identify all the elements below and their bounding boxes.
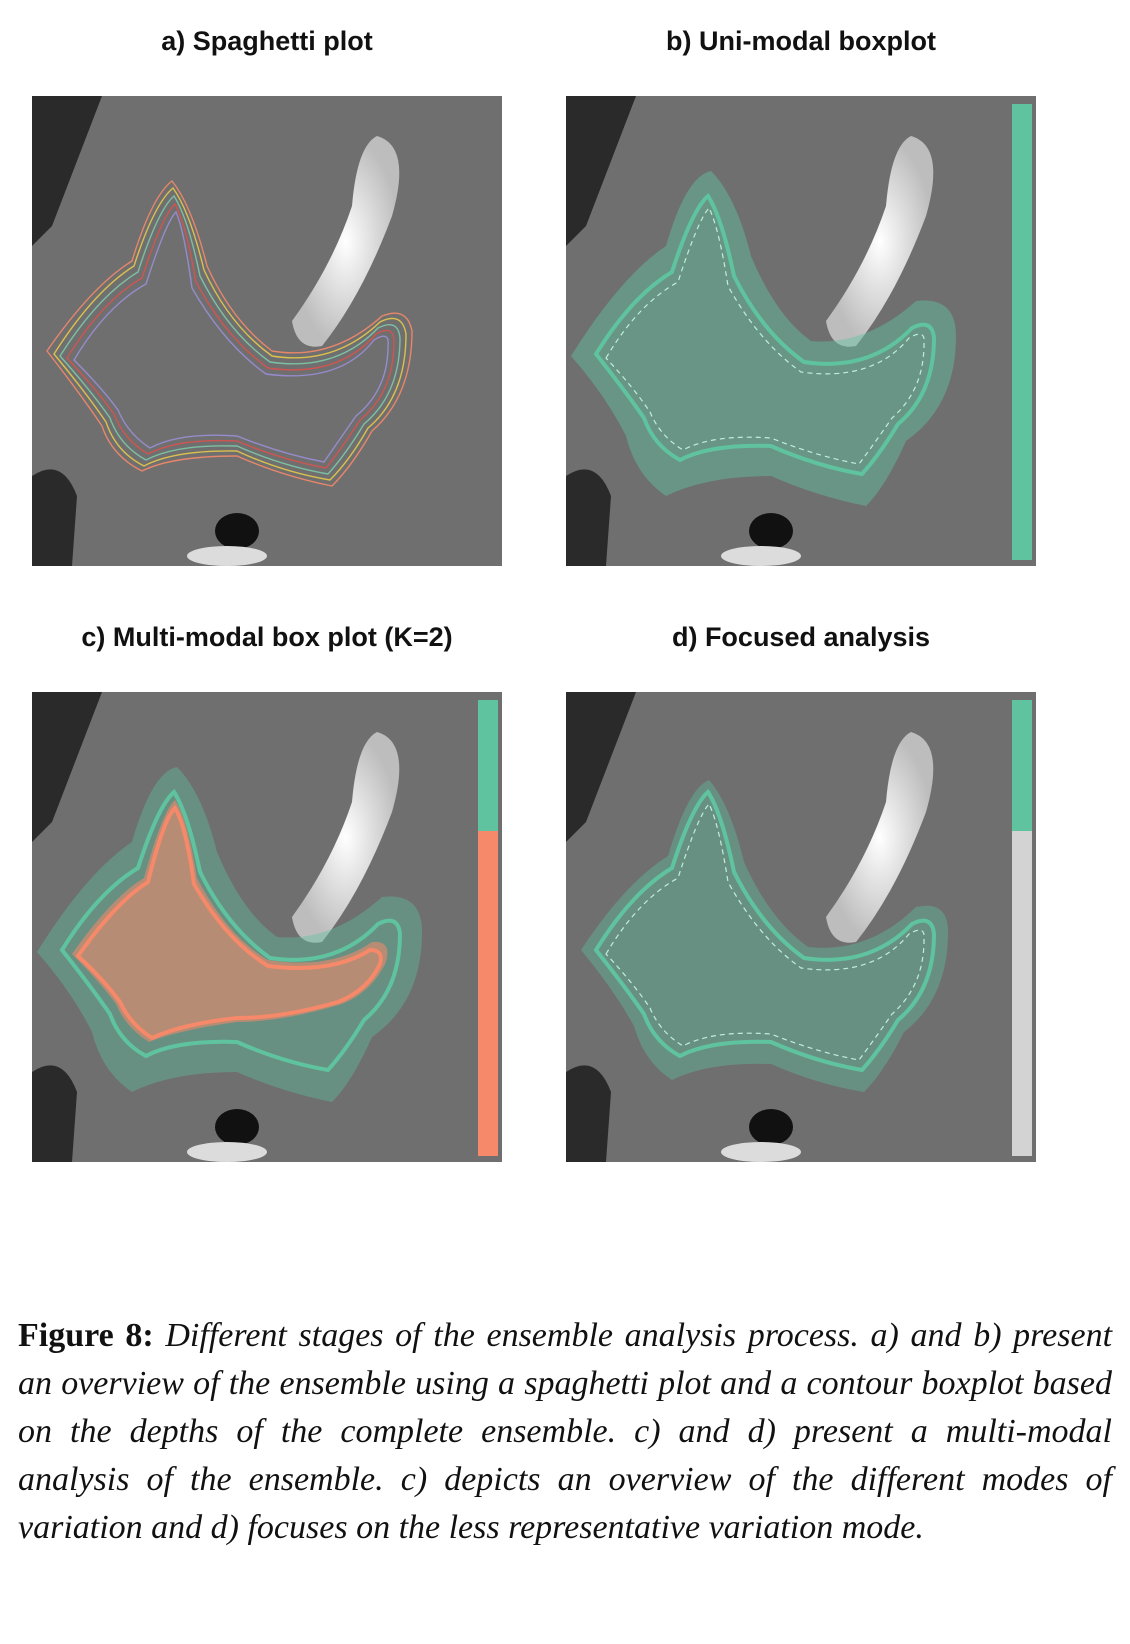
figure-label: Figure 8: <box>18 1317 154 1354</box>
panel-c-image <box>32 692 502 1162</box>
focused-analysis <box>566 692 1036 1162</box>
panel-a-title: a) Spaghetti plot <box>161 26 373 56</box>
panel-d-image <box>566 692 1036 1162</box>
mode-bar-orange <box>478 831 498 1156</box>
mode-bar-gray <box>1012 831 1032 1156</box>
panel-d-title: d) Focused analysis <box>671 622 931 652</box>
panel-a-image <box>32 96 502 566</box>
spaghetti-plot <box>32 96 502 566</box>
panel-b-title: b) Uni-modal boxplot <box>666 26 936 56</box>
multimodal-boxplot <box>32 692 502 1162</box>
mode-bar-teal <box>1012 104 1032 560</box>
mode-bar-teal <box>478 700 498 831</box>
caption-text: Different stages of the ensemble analysi… <box>18 1317 1113 1546</box>
panel-c-title: c) Multi-modal box plot (K=2) <box>81 622 453 652</box>
figure-caption: Figure 8: Different stages of the ensemb… <box>18 1312 1112 1552</box>
mode-bar-teal <box>1012 700 1032 831</box>
unimodal-boxplot <box>566 96 1036 566</box>
panel-b-image <box>566 96 1036 566</box>
